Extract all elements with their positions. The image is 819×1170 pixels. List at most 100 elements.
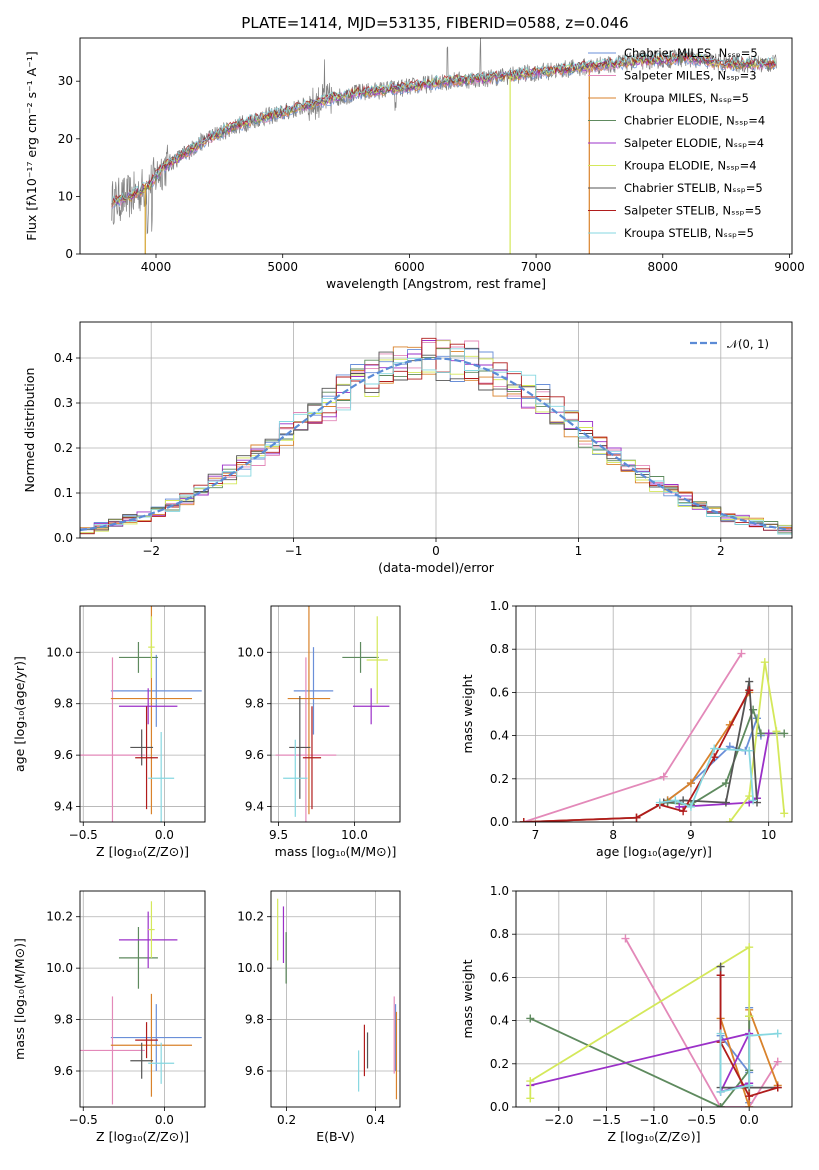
y-tick-label: 0.4 [490, 729, 509, 743]
errorbar-point [293, 647, 334, 735]
errorbar-point [118, 911, 178, 969]
errorbar-point [110, 654, 202, 727]
axis-frame: 0.2 0.4 9.6 9.8 10.0 10.2 E(B-V) [237, 890, 401, 1144]
weight-marker [749, 796, 758, 805]
x-axis-label: wavelength [Angstrom, rest frame] [326, 276, 546, 291]
errorbar-point [342, 642, 379, 673]
errorbar-point [289, 696, 311, 799]
y-tick-label: 30 [58, 74, 73, 88]
errorbar-point [118, 688, 178, 725]
axes-residuals: −2 −1 0 1 2 0.0 0.1 0.2 0.3 0.4 (data-model)/error… [22, 321, 793, 575]
x-axis-label: E(B-V) [316, 1129, 355, 1144]
y-tick-label: 0.0 [54, 531, 73, 545]
axis-frame: 4000 5000 6000 7000 8000 9000 0 10 20 30 wavelengt… [24, 37, 805, 291]
y-tick-label: 0.6 [490, 685, 509, 699]
x-tick-label: 8000 [648, 260, 679, 274]
plot-area [80, 606, 202, 822]
legend-label: Kroupa ELODIE, Nₛₛₚ=4 [624, 159, 757, 173]
weight-marker [721, 779, 730, 788]
frame [515, 605, 793, 823]
legend-label: Salpeter ELODIE, Nₛₛₚ=4 [624, 136, 764, 150]
weight-marker [745, 1092, 754, 1101]
histogram-step [80, 348, 792, 537]
axes-mass-vs-Z: −0.5 0.0 9.6 9.8 10.0 10.2 Z [log₁₀(Z/Z⊙)] mass… [12, 890, 206, 1144]
y-axis-label: Normed distribution [22, 368, 37, 493]
x-tick-label: 6000 [394, 260, 425, 274]
x-axis-label: (data-model)/error [378, 560, 495, 575]
x-tick-label: 0 [432, 544, 440, 558]
axes-mass-vs-EBV: 0.2 0.4 9.6 9.8 10.0 10.2 E(B-V) [237, 890, 401, 1144]
y-tick-label: 0 [65, 247, 73, 261]
legend-label: Chabrier MILES, Nₛₛₚ=5 [624, 46, 758, 60]
weight-marker [716, 971, 725, 980]
y-tick-label: 1.0 [490, 884, 509, 898]
errorbar-point [135, 1022, 158, 1059]
x-tick-label: 7 [532, 828, 540, 842]
x-tick-label: 9.5 [269, 828, 288, 842]
axis-frame: −0.5 0.0 9.6 9.8 10.0 10.2 Z [log₁₀(Z/Z⊙)] mass… [12, 890, 206, 1144]
weight-marker [780, 809, 789, 818]
weight-marker [710, 744, 719, 753]
weight-marker [745, 1012, 754, 1021]
y-tick-label: 10.0 [46, 961, 73, 975]
y-tick-label: 0.0 [490, 1100, 509, 1114]
weight-marker [716, 1029, 725, 1038]
axis-frame: −0.5 0.0 9.4 9.6 9.8 10.0 Z [log₁₀(Z/Z⊙)] age [… [12, 605, 206, 859]
weight-marker [716, 962, 725, 971]
y-tick-label: 10.0 [46, 645, 73, 659]
x-tick-label: −0.5 [69, 1113, 98, 1127]
x-tick-label: −1 [285, 544, 303, 558]
y-tick-label: 0.3 [54, 396, 73, 410]
y-tick-label: 9.4 [245, 800, 264, 814]
axes-weight-vs-age: 7 8 9 10 0.0 0.2 0.4 0.6 0.8 1.0 age [log₁₀(age/yr… [460, 599, 793, 859]
errorbar-point [148, 616, 155, 678]
weight-marker [760, 658, 769, 667]
weight-marker [745, 943, 754, 952]
errorbar-point [148, 1042, 175, 1084]
y-tick-label: 9.8 [245, 697, 264, 711]
weight-line [523, 653, 743, 822]
errorbar-point [80, 657, 145, 822]
weight-marker [716, 1103, 725, 1107]
axis-frame: 7 8 9 10 0.0 0.2 0.4 0.6 0.8 1.0 age [log₁₀(age/yr… [460, 599, 793, 859]
x-tick-label: −0.5 [687, 1113, 716, 1127]
y-axis-label: age [log₁₀(age/yr)] [12, 656, 27, 772]
spectrum-model-line [111, 50, 777, 204]
errorbar-point [130, 729, 154, 766]
x-tick-label: −1.5 [592, 1113, 621, 1127]
x-tick-label: 0.0 [155, 828, 174, 842]
errorbar-point [130, 1042, 154, 1079]
frame [79, 605, 206, 823]
x-tick-label: 0.0 [740, 1113, 759, 1127]
x-tick-label: 0.0 [155, 1113, 174, 1127]
weight-marker [655, 798, 664, 807]
plot-area [80, 901, 202, 1105]
y-tick-label: 9.6 [54, 1064, 73, 1078]
weight-marker [686, 802, 695, 811]
x-tick-label: 4000 [141, 260, 172, 274]
legend-label: Salpeter MILES, Nₛₛₚ=3 [624, 69, 757, 83]
weight-marker [621, 934, 630, 943]
errorbar-point [80, 996, 145, 1105]
axes-spectrum: 4000 5000 6000 7000 8000 9000 0 10 20 30 wavelengt… [24, 37, 805, 291]
weight-marker [725, 818, 734, 822]
weight-marker [745, 686, 754, 695]
axis-frame: −2 −1 0 1 2 0.0 0.1 0.2 0.3 0.4 (data-model)/error… [22, 321, 793, 575]
weight-line [659, 747, 754, 809]
y-tick-label: 0.2 [490, 1057, 509, 1071]
y-tick-label: 9.6 [54, 748, 73, 762]
weight-marker [745, 677, 754, 686]
y-tick-label: 9.6 [245, 1064, 264, 1078]
x-tick-label: −2 [142, 544, 160, 558]
plot-area [526, 934, 782, 1107]
weight-line [530, 1032, 751, 1094]
y-tick-label: 0.2 [490, 772, 509, 786]
x-axis-label: Z [log₁₀(Z/Z⊙)] [96, 1129, 189, 1144]
errorbar-point [135, 706, 158, 810]
y-tick-label: 0.4 [490, 1014, 509, 1028]
x-tick-label: 9 [687, 828, 695, 842]
x-tick-label: −0.5 [69, 828, 98, 842]
x-tick-label: −2.0 [544, 1113, 573, 1127]
axes-weight-vs-Z: −2.0 −1.5 −1.0 −0.5 0.0 0.0 0.2 0.4 0.6 0.8 1.0 Z [… [460, 884, 793, 1144]
y-axis-label: mass weight [460, 674, 475, 753]
